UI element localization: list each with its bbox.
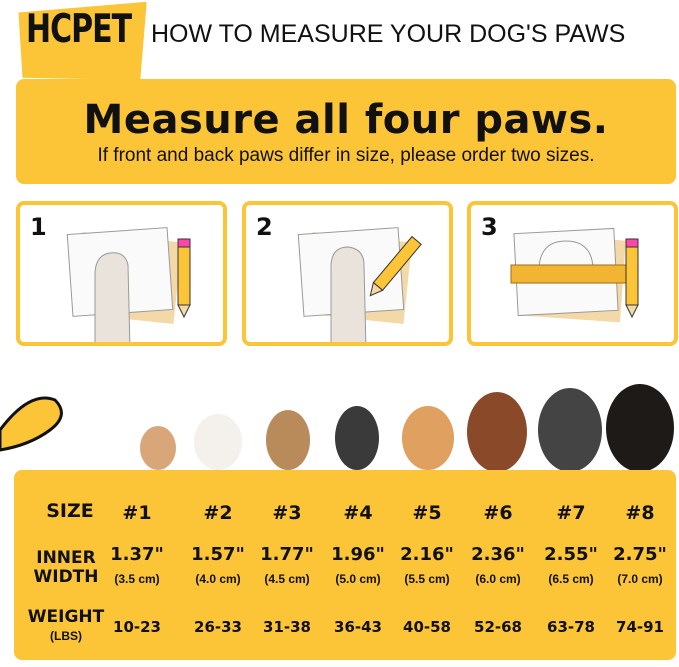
inner-width-label-line1: INNER <box>36 548 96 568</box>
inner-width-inches: 1.77" <box>260 544 314 565</box>
weight-range: 10-23 <box>113 618 161 636</box>
inner-width-cm: (3.5 cm) <box>114 572 160 586</box>
weight-range: 63-78 <box>547 618 595 636</box>
dog-icons <box>140 384 674 472</box>
inner-width-inches: 1.96" <box>331 544 385 565</box>
weight-unit-label: (LBS) <box>50 629 82 643</box>
inner-width-inches: 2.16" <box>400 544 454 565</box>
weight-range: 40-58 <box>403 618 451 636</box>
decorative-swoosh-icon <box>0 396 63 452</box>
step-number: 3 <box>481 213 498 241</box>
step-3-card: 3 <box>467 201 678 346</box>
weight-range: 74-91 <box>616 618 664 636</box>
size-value: #7 <box>556 502 586 524</box>
weight-range: 36-43 <box>334 618 382 636</box>
inner-width-inches: 1.37" <box>110 544 164 565</box>
inner-width-inches: 2.75" <box>613 544 667 565</box>
step-2-card: 2 <box>242 201 453 346</box>
size-value: #3 <box>272 502 302 524</box>
inner-width-cm: (7.0 cm) <box>617 572 663 586</box>
instruction-banner: Measure all four paws. If front and back… <box>16 79 676 184</box>
step-number: 2 <box>256 213 273 241</box>
page-title: HOW TO MEASURE YOUR DOG'S PAWS <box>151 20 626 48</box>
weight-range: 31-38 <box>263 618 311 636</box>
step-1-card: 1 <box>16 201 227 346</box>
size-chart-table: SIZE INNER WIDTH WEIGHT (LBS) #1 1.37" (3.… <box>14 470 676 660</box>
inner-width-label-line2: WIDTH <box>33 567 99 587</box>
size-value: #5 <box>412 502 442 524</box>
size-value: #8 <box>625 502 655 524</box>
inner-width-cm: (5.0 cm) <box>335 572 381 586</box>
inner-width-inches: 2.55" <box>544 544 598 565</box>
ruler-measure-outline-icon <box>510 227 639 323</box>
inner-width-inches: 1.57" <box>191 544 245 565</box>
inner-width-cm: (4.0 cm) <box>195 572 241 586</box>
inner-width-cm: (6.5 cm) <box>548 572 594 586</box>
step-number: 1 <box>30 213 47 241</box>
weight-range: 52-68 <box>474 618 522 636</box>
banner-subtext: If front and back paws differ in size, p… <box>97 145 595 166</box>
brand-logo: HCPET <box>26 6 132 53</box>
size-value: #4 <box>343 502 373 524</box>
size-value: #1 <box>122 502 152 524</box>
inner-width-cm: (6.0 cm) <box>475 572 521 586</box>
inner-width-cm: (4.5 cm) <box>264 572 310 586</box>
inner-width-inches: 2.36" <box>471 544 525 565</box>
size-value: #2 <box>203 502 233 524</box>
paw-on-paper-icon <box>66 227 191 342</box>
inner-width-cm: (5.5 cm) <box>404 572 450 586</box>
banner-headline: Measure all four paws. <box>83 97 609 143</box>
size-row-label: SIZE <box>46 500 94 522</box>
trace-paw-with-pencil-icon <box>297 227 422 342</box>
size-value: #6 <box>483 502 513 524</box>
weight-label: WEIGHT <box>27 607 105 627</box>
dog-breeds-illustration <box>0 384 674 472</box>
weight-range: 26-33 <box>194 618 242 636</box>
